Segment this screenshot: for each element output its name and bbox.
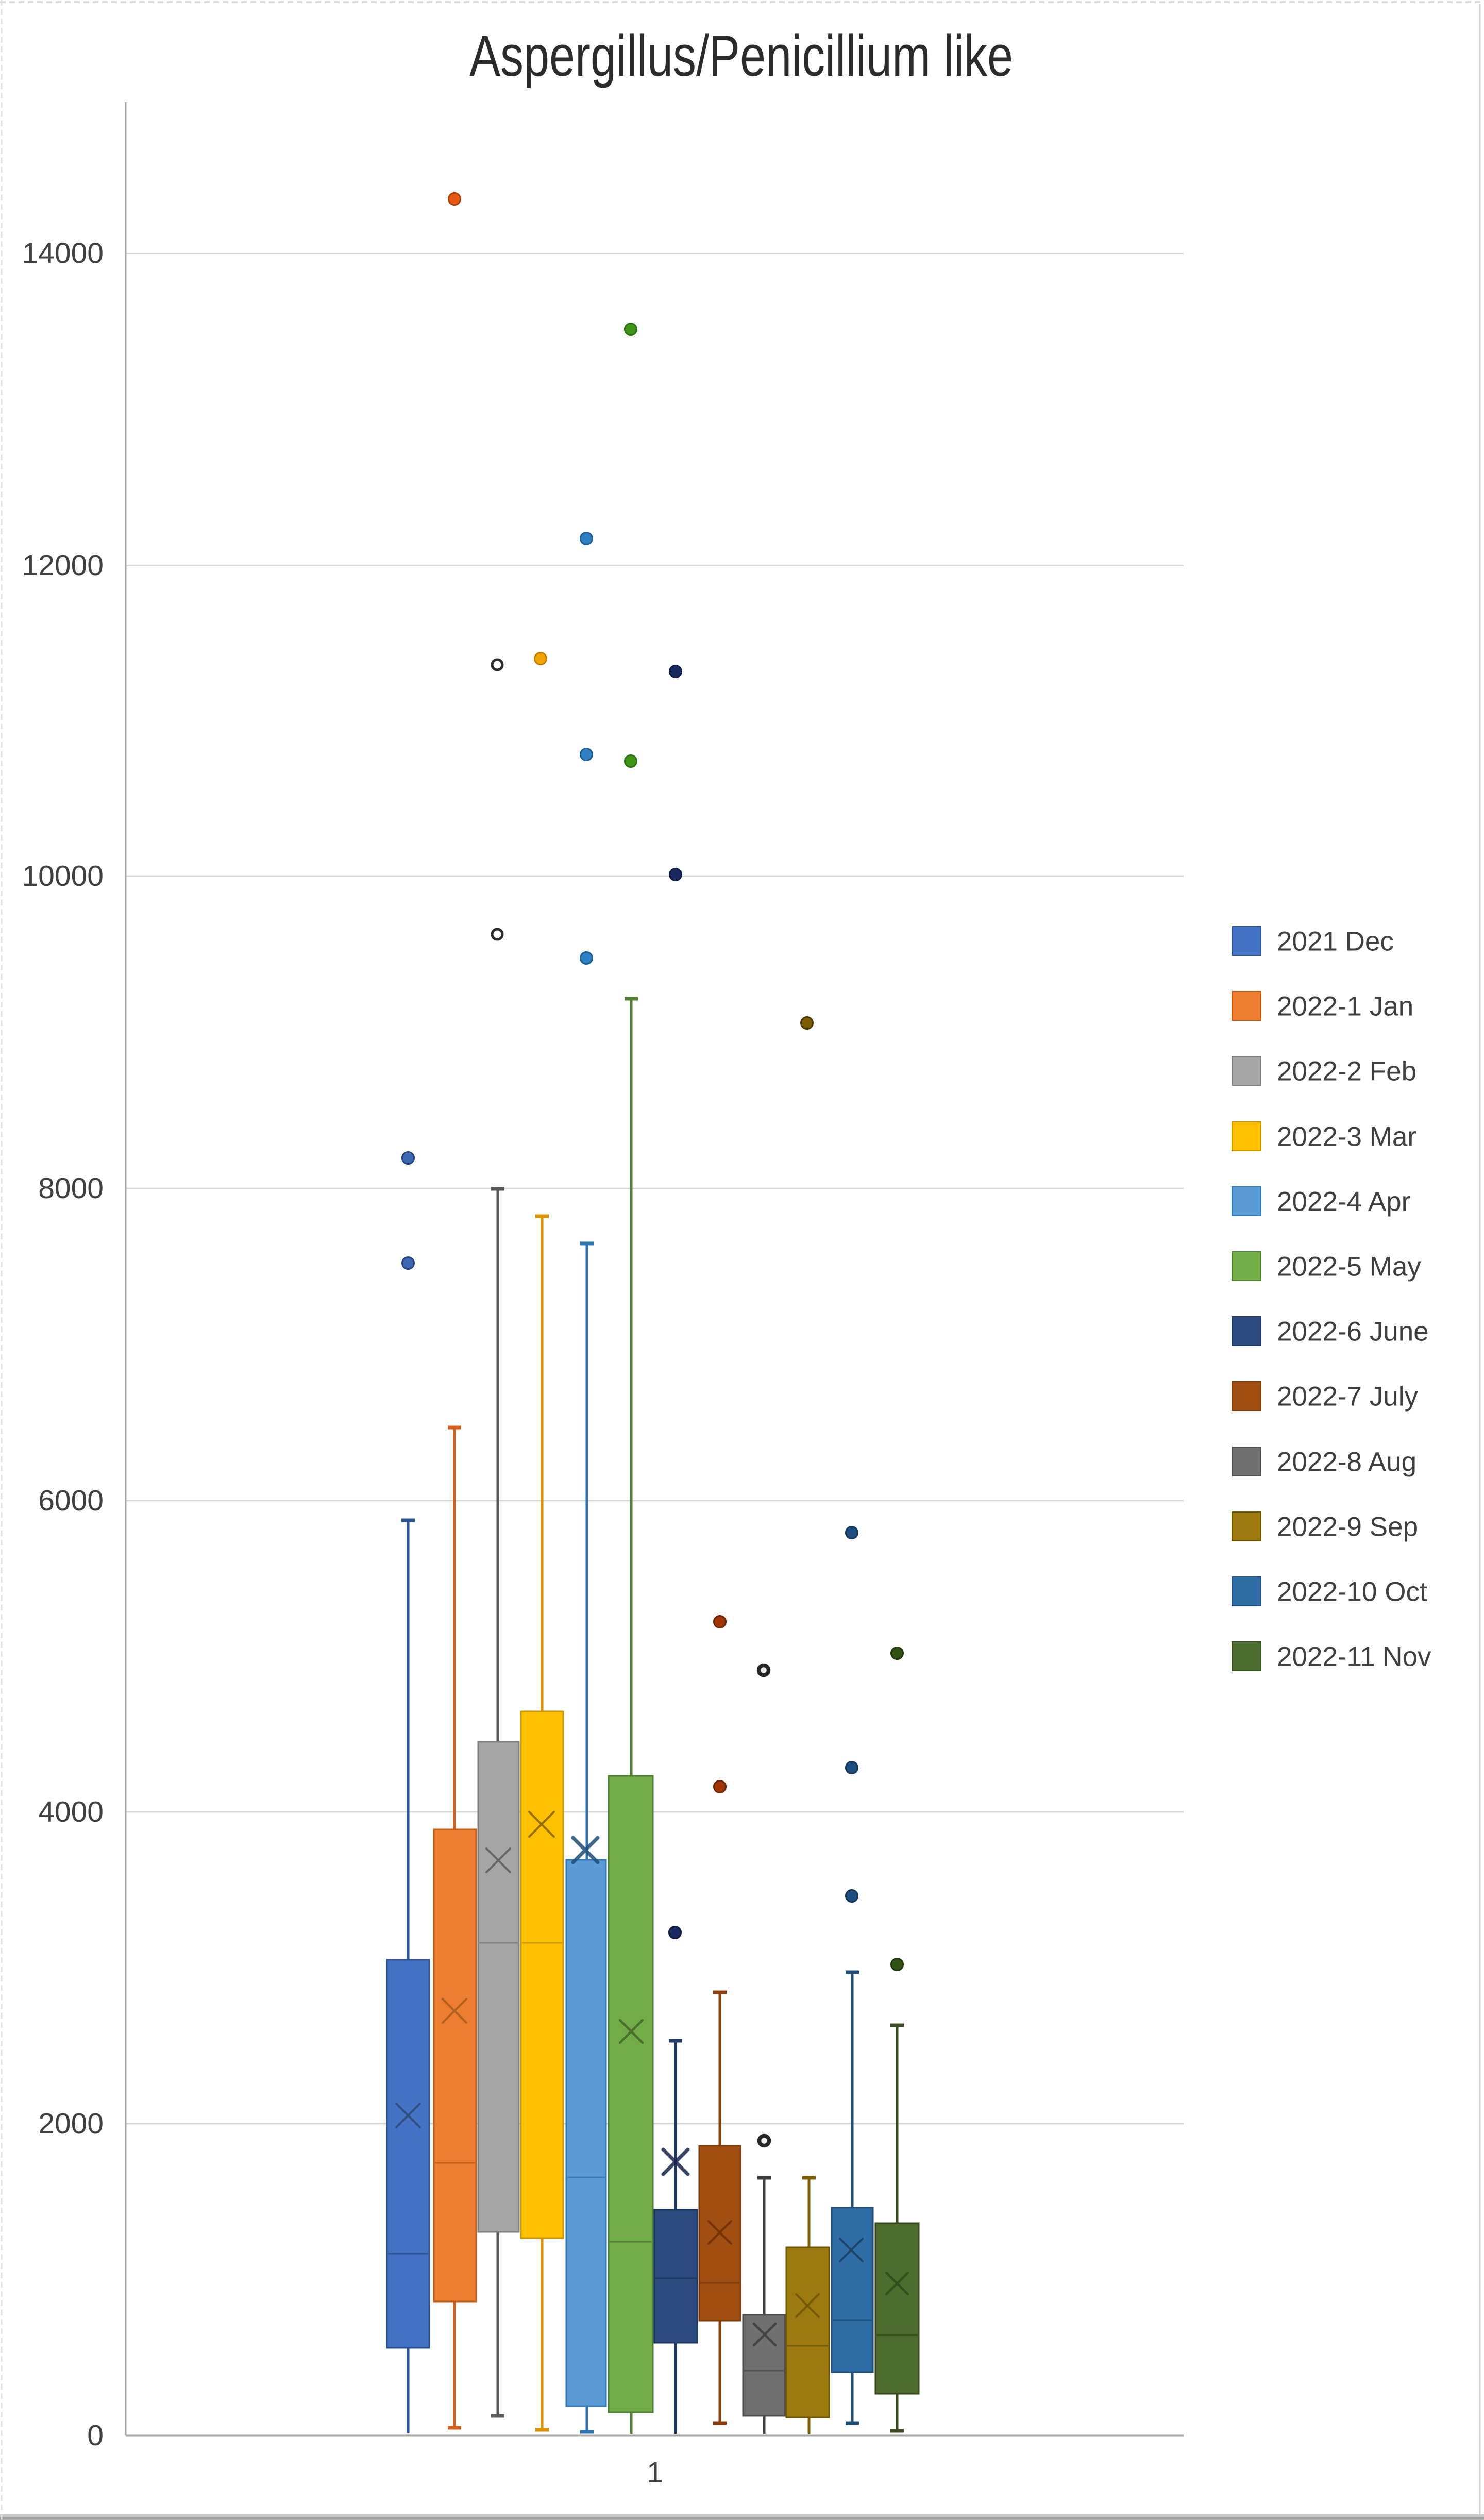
svg-text:2022-5 May: 2022-5 May (1277, 1252, 1421, 1282)
svg-text:2022-3 Mar: 2022-3 Mar (1277, 1122, 1416, 1152)
svg-text:2022-11 Nov: 2022-11 Nov (1277, 1642, 1431, 1672)
svg-text:2022-9 Sep: 2022-9 Sep (1277, 1512, 1418, 1542)
svg-text:2000: 2000 (38, 2107, 104, 2140)
svg-text:2021 Dec: 2021 Dec (1277, 927, 1394, 957)
svg-text:2022-7 July: 2022-7 July (1277, 1382, 1419, 1412)
svg-text:10000: 10000 (22, 860, 104, 893)
svg-text:14000: 14000 (22, 237, 104, 270)
svg-text:2022-8 Aug: 2022-8 Aug (1277, 1447, 1416, 1477)
svg-text:12000: 12000 (22, 549, 104, 582)
svg-text:2022-2 Feb: 2022-2 Feb (1277, 1056, 1416, 1087)
svg-text:1: 1 (647, 2456, 663, 2489)
svg-text:2022-4 Apr: 2022-4 Apr (1277, 1187, 1410, 1217)
svg-text:0: 0 (87, 2419, 104, 2452)
svg-text:Aspergillus/Penicillium like: Aspergillus/Penicillium like (469, 24, 1013, 88)
svg-text:8000: 8000 (38, 1172, 104, 1205)
svg-text:2022-6 June: 2022-6 June (1277, 1317, 1429, 1347)
svg-text:2022-10 Oct: 2022-10 Oct (1277, 1577, 1427, 1607)
svg-text:6000: 6000 (38, 1484, 104, 1517)
svg-text:4000: 4000 (38, 1795, 104, 1828)
svg-text:2022-1 Jan: 2022-1 Jan (1277, 992, 1413, 1022)
